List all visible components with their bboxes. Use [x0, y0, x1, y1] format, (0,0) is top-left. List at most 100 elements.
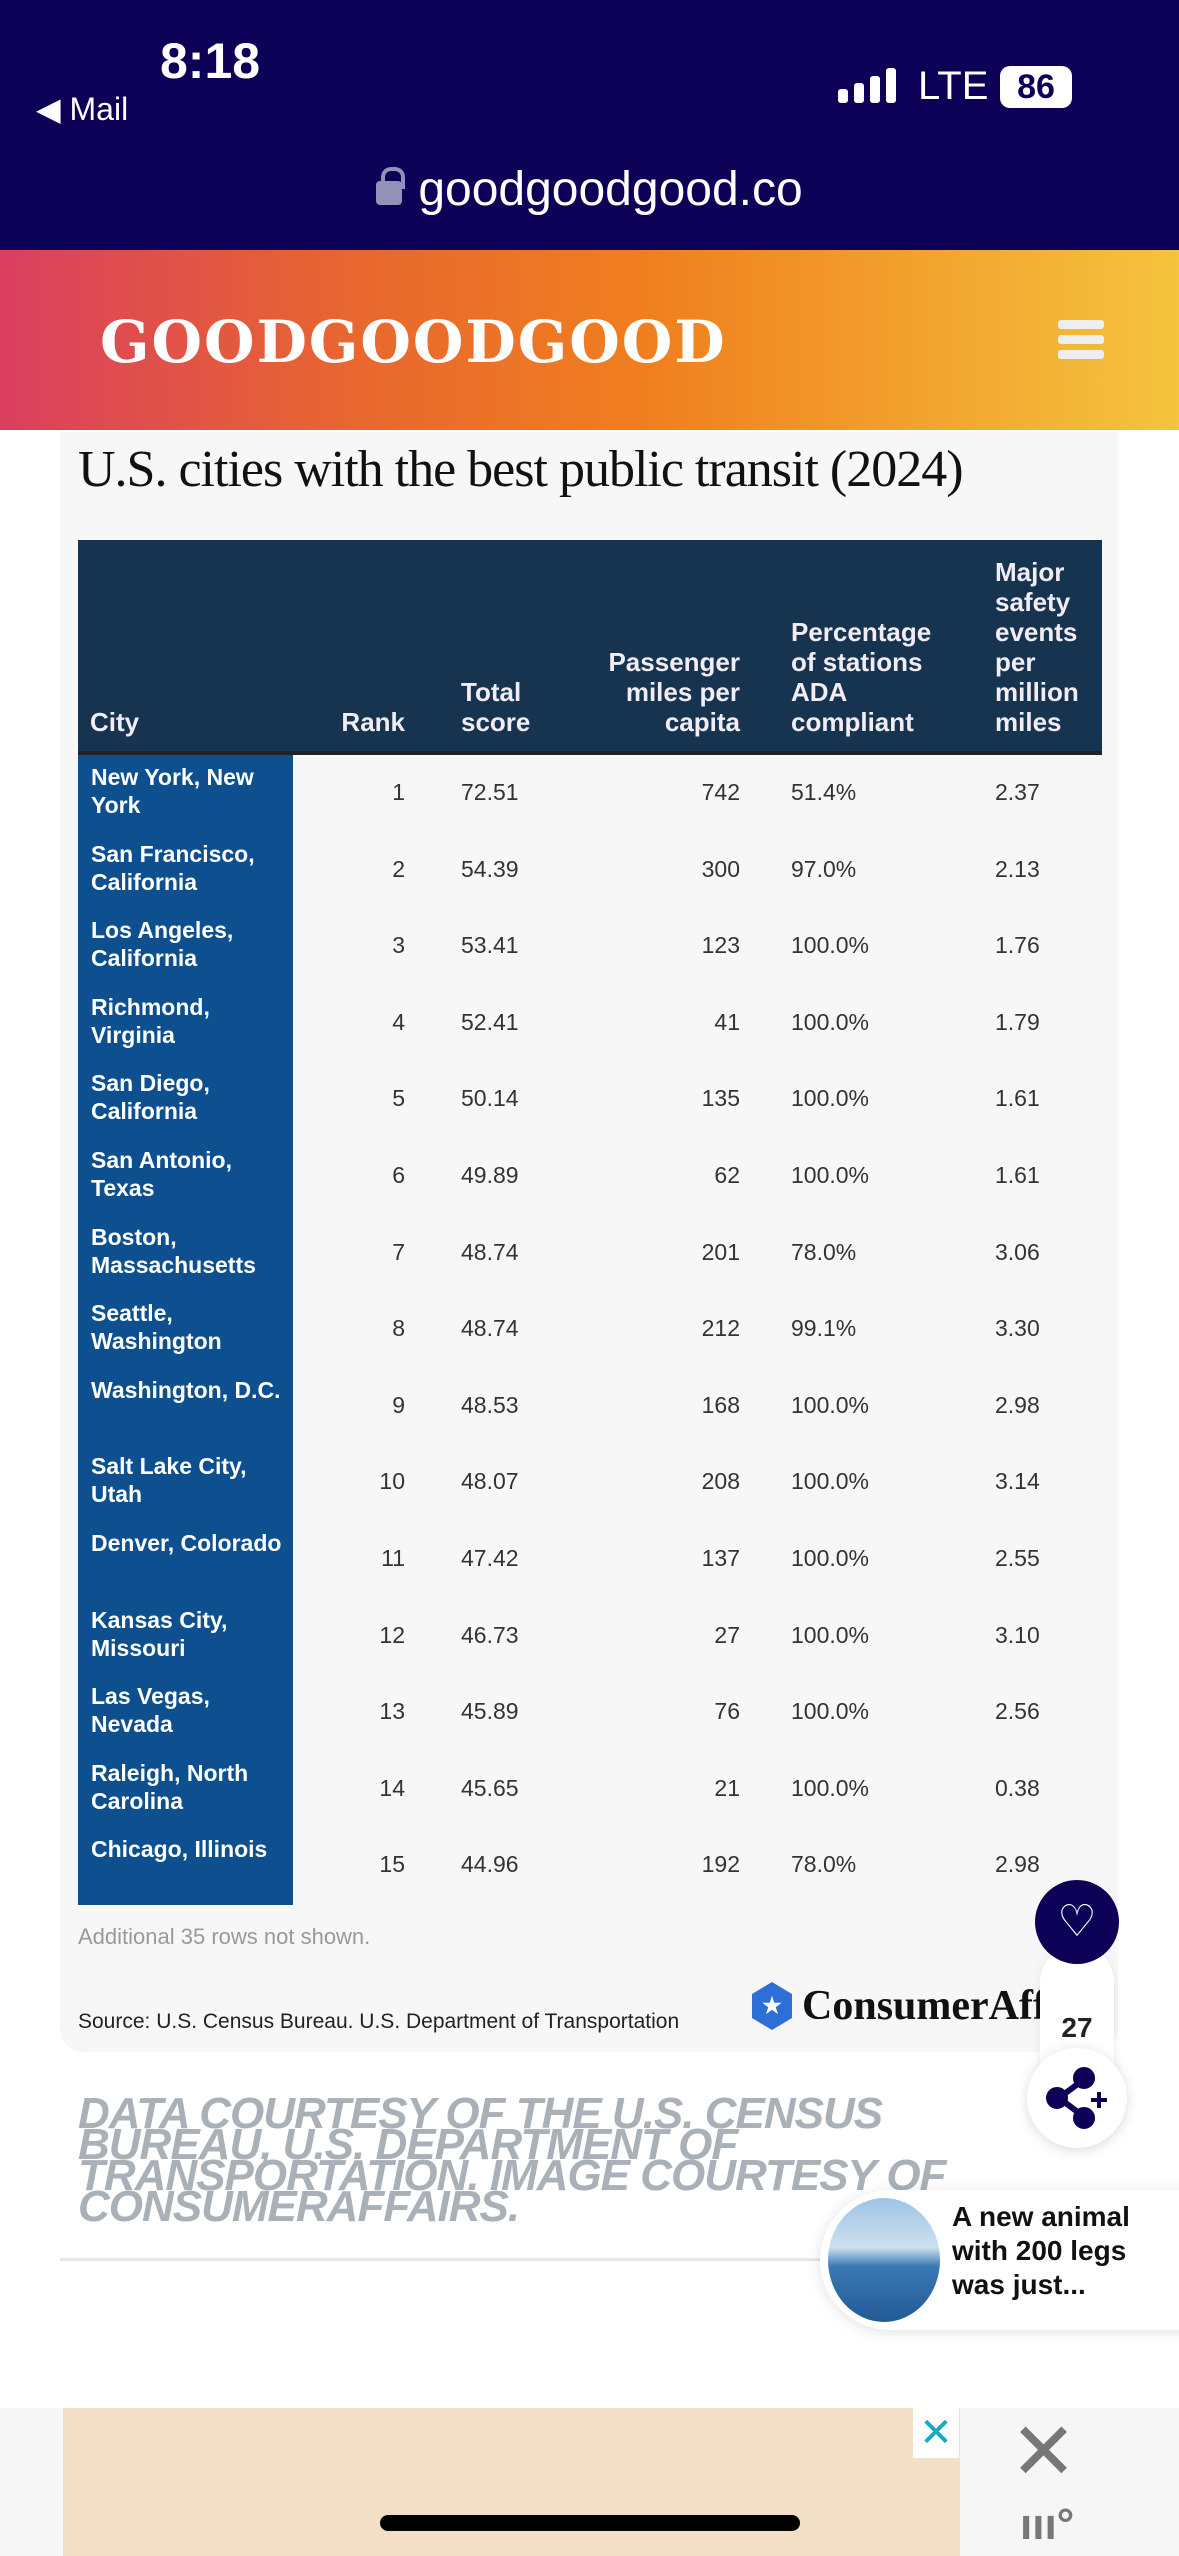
battery-icon: 86 — [1000, 66, 1072, 108]
star-icon: ★ — [752, 1982, 792, 2030]
back-label: Mail — [69, 91, 129, 127]
rank-cell: 12 — [379, 1621, 405, 1648]
more-rows-note: Additional 35 rows not shown. — [78, 1924, 371, 1949]
total-score-cell: 47.42 — [461, 1545, 519, 1571]
ada-cell: 100.0% — [791, 1162, 870, 1188]
table-row: Salt Lake City, Utah 10 48.07 208 100.0% 3.14 — [78, 1444, 1102, 1521]
safety-cell: 3.14 — [995, 1468, 1040, 1495]
passenger-miles-cell: 300 — [701, 855, 740, 882]
passenger-miles-cell: 192 — [701, 1851, 740, 1878]
passenger-miles-cell: 123 — [701, 932, 740, 959]
city-cell: New York, New York — [91, 764, 254, 818]
city-column-bg — [78, 755, 293, 1905]
total-score-cell: 54.39 — [461, 855, 519, 882]
rank-cell: 8 — [392, 1315, 405, 1342]
ada-cell: 97.0% — [791, 855, 857, 882]
consumeraffairs-logo: ★ ConsumerAff — [752, 1982, 1052, 2030]
table-row: San Antonio, Texas 6 49.89 62 100.0% 1.61 — [78, 1138, 1102, 1215]
passenger-miles-cell: 201 — [701, 1238, 740, 1265]
city-cell: Boston, Massachusetts — [91, 1223, 256, 1278]
site-logo[interactable]: GOODGOODGOOD — [100, 308, 727, 376]
address-bar[interactable]: goodgoodgood.co — [0, 162, 1179, 217]
total-score-cell: 45.89 — [461, 1698, 519, 1725]
recommendation-text[interactable]: A new animal with 200 legs was just... — [952, 2201, 1130, 2300]
ada-cell: 99.1% — [791, 1315, 857, 1342]
safety-cell: 2.56 — [995, 1698, 1040, 1725]
rank-cell: 14 — [379, 1774, 405, 1801]
ada-cell: 78.0% — [791, 1238, 857, 1265]
safety-cell: 2.13 — [995, 855, 1040, 882]
image-caption: DATA COURTESY OF THE U.S. CENSUS BUREAU,… — [78, 2089, 946, 2231]
heart-icon[interactable]: ♡ — [1035, 1880, 1119, 1964]
safety-cell: 1.61 — [995, 1162, 1040, 1188]
total-score-cell: 44.96 — [461, 1851, 519, 1878]
total-score-cell: 72.51 — [461, 779, 519, 805]
recommendation-thumbnail[interactable] — [828, 2198, 940, 2322]
table-row: San Francisco, California 2 54.39 300 97.0% 2… — [78, 832, 1102, 909]
safety-cell: 2.98 — [995, 1851, 1040, 1878]
city-cell: Raleigh, North Carolina — [91, 1759, 249, 1814]
total-score-cell: 48.74 — [461, 1315, 519, 1342]
share-plus-icon — [1046, 2067, 1107, 2129]
passenger-miles-cell: 135 — [701, 1085, 740, 1112]
passenger-miles-cell: 137 — [701, 1545, 740, 1571]
total-score-cell: 49.89 — [461, 1162, 519, 1188]
city-cell: Richmond, Virginia — [91, 993, 210, 1048]
back-to-mail[interactable]: ◀ Mail — [36, 90, 128, 128]
safety-cell: 3.30 — [995, 1315, 1040, 1342]
table-row: Chicago, Illinois 15 44.96 192 78.0% 2.98 — [78, 1827, 1102, 1904]
passenger-miles-cell: 168 — [701, 1391, 740, 1418]
city-cell: Las Vegas, Nevada — [91, 1683, 210, 1738]
ada-cell: 100.0% — [791, 1085, 870, 1112]
ada-cell: 100.0% — [791, 1008, 870, 1035]
city-cell: Chicago, Illinois — [91, 1836, 268, 1863]
safety-cell: 1.61 — [995, 1085, 1040, 1112]
rank-cell: 13 — [379, 1698, 405, 1725]
close-icon[interactable]: ✕ — [1010, 2407, 1078, 2496]
safety-cell: 3.06 — [995, 1238, 1040, 1265]
safety-cell: 1.79 — [995, 1008, 1040, 1035]
share-button[interactable] — [1027, 2048, 1127, 2148]
col-rank: Rank — [341, 707, 405, 737]
total-score-cell: 46.73 — [461, 1621, 519, 1648]
brand-text: ConsumerAff — [802, 1983, 1047, 2029]
total-score-cell: 53.41 — [461, 932, 519, 959]
total-score-cell: 48.07 — [461, 1468, 519, 1495]
ad-banner[interactable] — [63, 2408, 960, 2556]
rank-cell: 11 — [381, 1545, 405, 1571]
passenger-miles-cell: 742 — [701, 779, 740, 805]
rank-cell: 5 — [392, 1085, 405, 1112]
total-score-cell: 50.14 — [461, 1085, 519, 1112]
hamburger-menu-icon[interactable] — [1058, 320, 1104, 365]
city-cell: San Diego, California — [91, 1070, 210, 1125]
col-safety: Major safety events per million miles — [995, 557, 1079, 737]
rank-cell: 3 — [392, 932, 405, 959]
table-row: Las Vegas, Nevada 13 45.89 76 100.0% 2.56 — [78, 1674, 1102, 1751]
table-title: U.S. cities with the best public transit… — [78, 441, 964, 498]
city-cell: San Antonio, Texas — [91, 1147, 232, 1201]
city-cell: Salt Lake City, Utah — [91, 1453, 247, 1508]
ada-cell: 100.0% — [791, 1545, 870, 1571]
ada-cell: 78.0% — [791, 1851, 857, 1878]
table-row: Seattle, Washington 8 48.74 212 99.1% 3.30 — [78, 1291, 1102, 1368]
rank-cell: 1 — [392, 779, 405, 805]
divider — [60, 2258, 840, 2261]
status-bar — [0, 0, 1179, 250]
table-row: Denver, Colorado 11 47.42 137 100.0% 2.55 — [78, 1521, 1102, 1598]
table-row: Los Angeles, California 3 53.41 123 100.0% 1.… — [78, 908, 1102, 985]
table-row: Boston, Massachusetts 7 48.74 201 78.0% 3.06 — [78, 1215, 1102, 1292]
safety-cell: 2.55 — [995, 1545, 1040, 1571]
table-row: Raleigh, North Carolina 14 45.65 21 100.0% 0.… — [78, 1751, 1102, 1828]
total-score-cell: 45.65 — [461, 1774, 519, 1801]
table-header: City Rank Total score Passenger miles pe… — [78, 540, 1102, 755]
safety-cell: 1.76 — [995, 932, 1040, 959]
ad-close-icon[interactable]: ✕ — [913, 2408, 959, 2458]
lock-icon — [376, 167, 406, 205]
ada-cell: 100.0% — [791, 1468, 870, 1495]
home-indicator[interactable] — [380, 2515, 800, 2531]
network-type: LTE — [918, 64, 989, 108]
rank-cell: 6 — [392, 1162, 405, 1188]
safety-cell: 2.37 — [995, 779, 1040, 805]
total-score-cell: 48.53 — [461, 1391, 519, 1418]
city-cell: San Francisco, California — [91, 840, 255, 895]
